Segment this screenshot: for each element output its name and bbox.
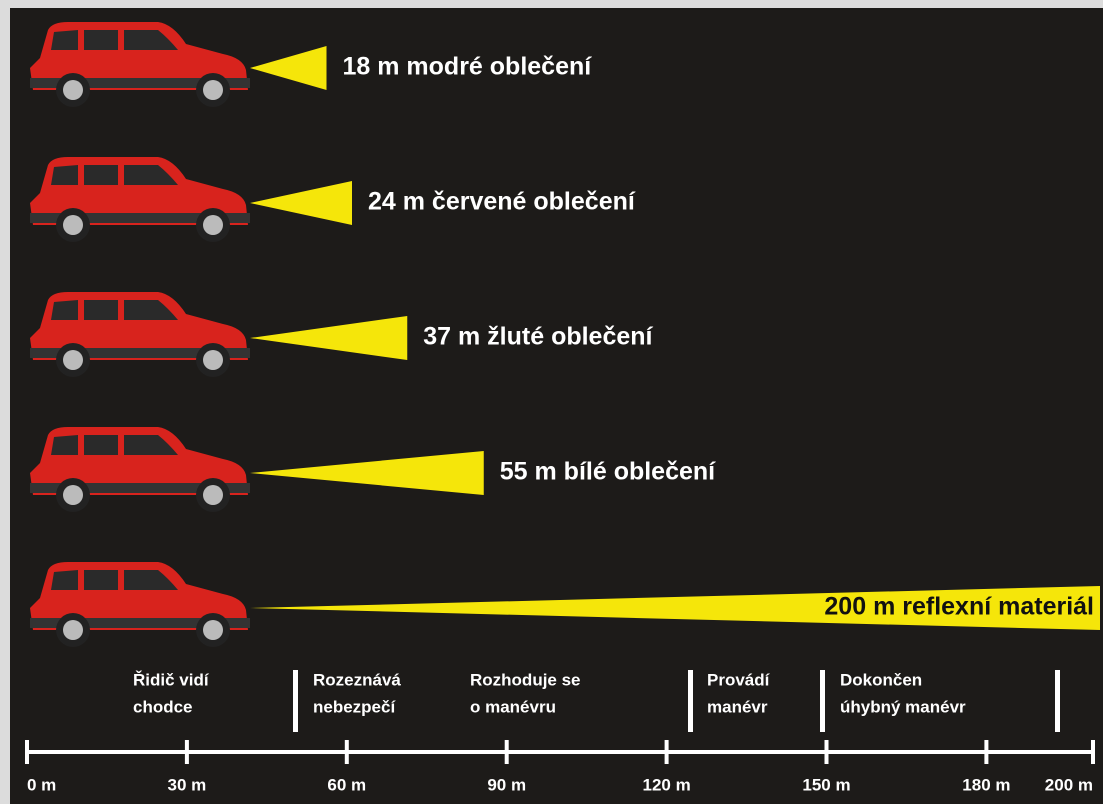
x-tick-label: 150 m <box>802 775 850 794</box>
phase-label: Řidič vidí <box>133 670 210 689</box>
x-tick-label: 30 m <box>168 775 207 794</box>
beam-label: 37 m žluté oblečení <box>423 323 653 351</box>
x-tick-label: 60 m <box>327 775 366 794</box>
phase-label: Rozhoduje se <box>470 670 581 689</box>
separator <box>293 670 298 732</box>
phase-label: o manévru <box>470 697 556 716</box>
phase-label: Provádí <box>707 670 771 689</box>
beam-label: 200 m reflexní materiál <box>824 593 1094 621</box>
phase-label: chodce <box>133 697 193 716</box>
beam-label: 18 m modré oblečení <box>343 53 593 81</box>
phase-label: Dokončen <box>840 670 922 689</box>
phase-label: manévr <box>707 697 768 716</box>
phase-label: úhybný manévr <box>840 697 966 716</box>
x-tick-label: 180 m <box>962 775 1010 794</box>
chart: 18 m modré oblečení 24 m červené oblečení… <box>0 0 1103 804</box>
separator <box>820 670 825 732</box>
separator <box>1055 670 1060 732</box>
beam-label: 24 m červené oblečení <box>368 188 636 216</box>
x-tick-label: 120 m <box>642 775 690 794</box>
x-tick-label: 0 m <box>27 775 56 794</box>
separator <box>688 670 693 732</box>
beam-label: 55 m bílé oblečení <box>500 458 716 486</box>
phase-label: Rozeznává <box>313 670 401 689</box>
x-tick-label: 90 m <box>487 775 526 794</box>
x-tick-label: 200 m <box>1045 775 1093 794</box>
phase-label: nebezpečí <box>313 697 396 716</box>
